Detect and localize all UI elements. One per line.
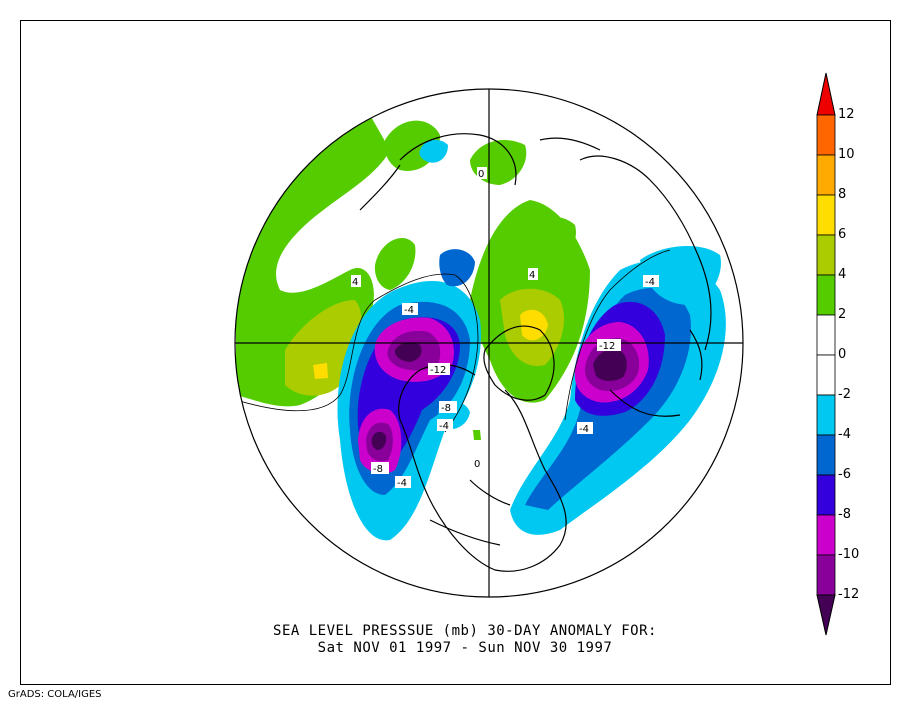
contour-label-canada-low-ring: -4 bbox=[404, 305, 414, 316]
colorbar-swatch bbox=[816, 194, 836, 236]
colorbar-tick-label: 6 bbox=[838, 227, 847, 242]
colorbar-tick-label: 4 bbox=[838, 267, 847, 282]
colorbar-swatch bbox=[816, 554, 836, 596]
colorbar-swatch bbox=[816, 354, 836, 396]
anomaly-field bbox=[235, 89, 743, 597]
contour-label-greenland-high: 4 bbox=[529, 270, 535, 281]
colorbar-tick-label: 10 bbox=[838, 147, 855, 162]
colorbar-tick-label: -2 bbox=[838, 387, 851, 402]
colorbar-tick-label: 0 bbox=[838, 347, 847, 362]
atlantic-low-core bbox=[593, 349, 627, 382]
contour-label-alaska-outer: -4 bbox=[439, 421, 449, 432]
colorbar-swatch bbox=[816, 274, 836, 316]
contour-label-atlantic-low-center: -12 bbox=[599, 341, 615, 352]
contour-label-europe-high: 4 bbox=[352, 277, 358, 288]
contour-label-canada-low-center: -12 bbox=[430, 365, 446, 376]
greenland-high-core bbox=[520, 309, 548, 341]
colorbar-tick-label: -12 bbox=[838, 587, 860, 602]
north-pacific-blue-patch bbox=[439, 249, 475, 287]
colorbar-tick-label: -8 bbox=[838, 507, 851, 522]
contour-labels: -12 -12 -4 -8 -4 -8 -4 -4 -4 4 4 0 0 bbox=[351, 167, 659, 489]
arctic-low-patch bbox=[419, 139, 448, 163]
map-date-range: Sat NOV 01 1997 - Sun NOV 30 1997 bbox=[317, 640, 613, 656]
colorbar-swatch bbox=[816, 114, 836, 156]
colorbar-tick-label: -4 bbox=[838, 427, 851, 442]
contour-label-us-zero: 0 bbox=[474, 459, 480, 470]
colorbar-swatch bbox=[816, 474, 836, 516]
pacific-low2-core bbox=[371, 431, 387, 450]
contour-label-atlantic-outer: -4 bbox=[579, 424, 589, 435]
colorbar-tick-label: -10 bbox=[838, 547, 860, 562]
us-high-patch bbox=[473, 430, 481, 440]
contour-label-siberia-outer: -4 bbox=[645, 277, 655, 288]
colorbar-swatch bbox=[816, 154, 836, 196]
colorbar-swatch bbox=[816, 514, 836, 556]
colorbar-tick-label: -6 bbox=[838, 467, 851, 482]
contour-label-pacific-low-ring: -8 bbox=[373, 464, 383, 475]
map-title: SEA LEVEL PRESSSUE (mb) 30-DAY ANOMALY F… bbox=[273, 623, 657, 639]
colorbar-swatch bbox=[816, 394, 836, 436]
colorbar-swatch bbox=[816, 234, 836, 276]
credit-text: GrADS: COLA/IGES bbox=[8, 689, 102, 700]
pacific-high-core bbox=[313, 363, 328, 379]
scandinavia-high bbox=[374, 237, 416, 290]
colorbar-tick-label: 12 bbox=[838, 107, 855, 122]
zero-contour bbox=[235, 273, 479, 433]
colorbar-tick-label: 2 bbox=[838, 307, 847, 322]
colorbar-swatch bbox=[816, 314, 836, 356]
alaska-low-core bbox=[394, 342, 422, 362]
contour-label-pacific-low-outer: -4 bbox=[397, 478, 407, 489]
contour-label-alaska-ring: -8 bbox=[441, 403, 451, 414]
colorbar-tick-label: 8 bbox=[838, 187, 847, 202]
plot-frame bbox=[20, 20, 891, 685]
zero-contour-2 bbox=[564, 249, 671, 421]
colorbar-swatch bbox=[816, 434, 836, 476]
eurasia-high-region bbox=[510, 215, 576, 262]
colorbar bbox=[816, 72, 836, 636]
colorbar-swatch-top bbox=[816, 72, 836, 116]
contour-label-zero-line: 0 bbox=[478, 169, 484, 180]
colorbar-swatch-bottom bbox=[816, 594, 836, 636]
